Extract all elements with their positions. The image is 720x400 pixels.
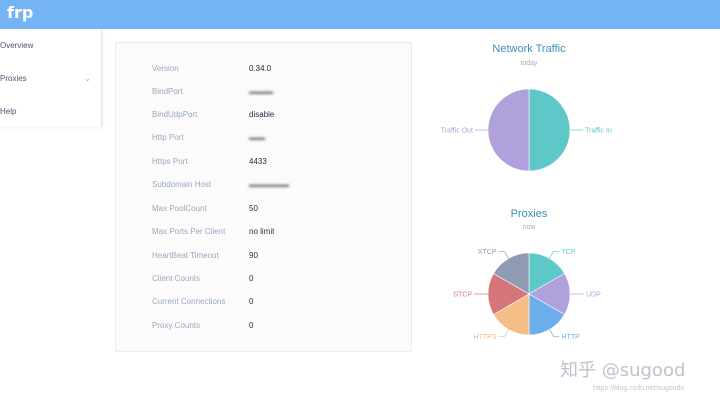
redacted-value: ▬▬▬ [249,87,273,96]
info-row-max-ports-per-client: Max Ports Per Client no limit [152,227,402,241]
info-label: Current Connections [152,297,226,306]
pie-label-udp: UDP [586,292,601,299]
proxies-chart-title: Proxies [510,208,548,220]
info-label: BindUdpPort [152,110,198,119]
info-value: 0 [249,297,254,306]
brand-logo[interactable]: frp [7,3,34,22]
pie-slice-https[interactable] [493,293,530,336]
info-row-version: Version 0.34.0 [152,64,402,78]
sidebar-item-help[interactable]: Help [0,97,101,127]
chevron-down-icon: ⌄ [84,74,91,83]
pie-leader-xtcp [498,251,509,259]
info-row-httpport: Http Port ▬▬ [152,133,402,147]
pie-label-traffic-out: Traffic Out [441,128,473,135]
sidebar-item-label: Help [0,107,17,116]
server-info-panel: Version 0.34.0 BindPort ▬▬▬ BindUdpPort … [115,42,412,352]
info-label: Http Port [152,133,184,142]
info-label: HeartBeat Timeout [152,251,219,260]
info-label: Https Port [152,157,188,166]
info-row-bindport: BindPort ▬▬▬ [152,87,402,101]
watermark-url: https://blog.csdn.net/sugoods [593,385,685,392]
info-row-heartbeat-timeout: HeartBeat Timeout 90 [152,251,402,265]
pie-slice-stcp[interactable] [487,273,530,315]
pie-slice-traffic-in[interactable] [528,88,571,172]
info-value: 0 [249,321,254,330]
sidebar-item-label: Overview [0,41,34,50]
traffic-chart-title: Network Traffic [492,43,566,55]
info-value: 90 [249,251,258,260]
info-value: 50 [249,204,258,213]
pie-label-tcp: TCP [562,249,576,256]
top-bar: frp [0,0,720,29]
info-row-httpsport: Https Port 4433 [152,157,402,171]
info-value: 0.34.0 [249,64,272,73]
pie-leader-http [549,329,560,337]
info-label: Max PoolCount [152,204,207,213]
pie-slice-udp[interactable] [528,273,571,315]
pie-label-stcp: STCP [453,292,472,299]
pie-slice-http[interactable] [528,293,565,336]
pie-leader-tcp [549,251,560,259]
info-row-subdomain-host: Subdomain Host ▬▬▬▬▬ [152,180,402,194]
info-value: disable [249,110,275,119]
pie-label-xtcp: XTCP [478,249,497,256]
info-row-client-counts: Client Counts 0 [152,274,402,288]
redacted-value: ▬▬ [249,133,265,142]
watermark-text: 知乎 @sugood [560,360,686,381]
info-row-proxy-counts: Proxy Counts 0 [152,321,402,335]
pie-leader-https [498,329,509,337]
pie-slice-xtcp[interactable] [493,252,530,295]
info-value: 4433 [249,157,267,166]
proxies-chart-subtitle: now [522,224,536,231]
pie-slice-tcp[interactable] [528,252,565,295]
info-label: Client Counts [152,274,201,283]
info-label: Proxy Counts [152,321,201,330]
pie-label-traffic-in: Traffic In [585,128,612,135]
pie-label-http: HTTP [562,334,581,341]
info-row-current-connections: Current Connections 0 [152,297,402,311]
info-label: Max Ports Per Client [152,227,226,236]
pie-slice-traffic-out[interactable] [487,88,530,172]
traffic-chart-subtitle: today [520,60,538,67]
info-row-bindudpport: BindUdpPort disable [152,110,402,124]
info-label: Version [152,64,179,73]
info-value: 0 [249,274,254,283]
sidebar: Overview Proxies ⌄ Help [0,29,102,127]
info-value: no limit [249,227,275,236]
sidebar-item-proxies[interactable]: Proxies ⌄ [0,64,101,94]
info-label: BindPort [152,87,183,96]
redacted-value: ▬▬▬▬▬ [249,180,289,189]
sidebar-item-overview[interactable]: Overview [0,31,101,61]
info-row-max-poolcount: Max PoolCount 50 [152,204,402,218]
pie-label-https: HTTPS [474,334,497,341]
sidebar-item-label: Proxies [0,74,27,83]
info-label: Subdomain Host [152,180,212,189]
